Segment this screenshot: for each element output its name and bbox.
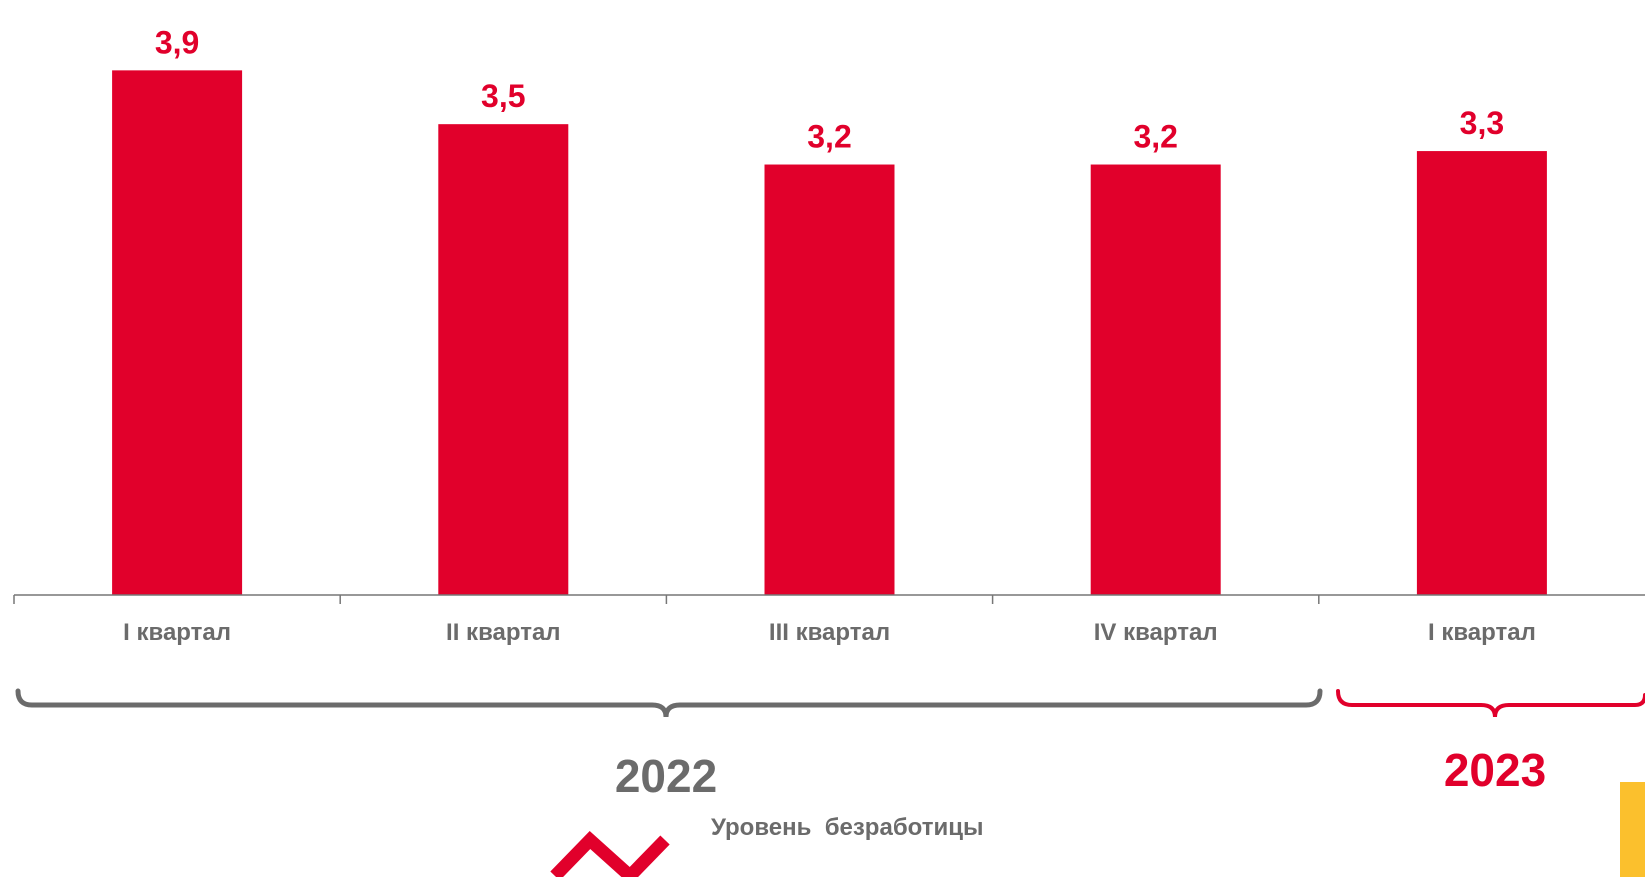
bar-value-label-4: 3,3 [1460, 105, 1504, 141]
x-tick-label-1: II квартал [446, 619, 561, 646]
legend: Уровень безработицы [550, 814, 983, 877]
x-tick-label-0: I квартал [123, 619, 231, 646]
bars-layer [112, 70, 1547, 596]
bar-0 [112, 70, 243, 596]
x-tick-label-4: I квартал [1428, 619, 1536, 646]
year-2022-label: 2022 [615, 750, 717, 802]
x-tick-label-2: III квартал [769, 619, 890, 646]
x-tick-label-3: IV квартал [1094, 619, 1218, 646]
zigzag-line-icon [550, 830, 670, 877]
year-2023-label: 2023 [1444, 744, 1546, 796]
bar-1 [438, 124, 569, 596]
legend-label: Уровень безработицы [711, 814, 983, 841]
bar-value-label-1: 3,5 [481, 78, 525, 114]
bar-2 [764, 164, 895, 595]
bar-3 [1090, 164, 1221, 595]
yellow-accent-block [1620, 782, 1645, 877]
year-2022-brace [15, 688, 1323, 718]
bar-4 [1416, 151, 1547, 596]
x-axis-ticks [13, 595, 1320, 604]
x-tick-labels-layer: I квартал II квартал III квартал IV квартал… [123, 619, 1536, 646]
year-2023-brace [1336, 689, 1645, 718]
bar-value-label-0: 3,9 [155, 24, 199, 60]
bar-value-label-2: 3,2 [807, 119, 851, 155]
bar-value-label-3: 3,2 [1133, 119, 1177, 155]
value-labels-layer: 3,9 3,5 3,2 3,2 3,3 [155, 24, 1504, 154]
